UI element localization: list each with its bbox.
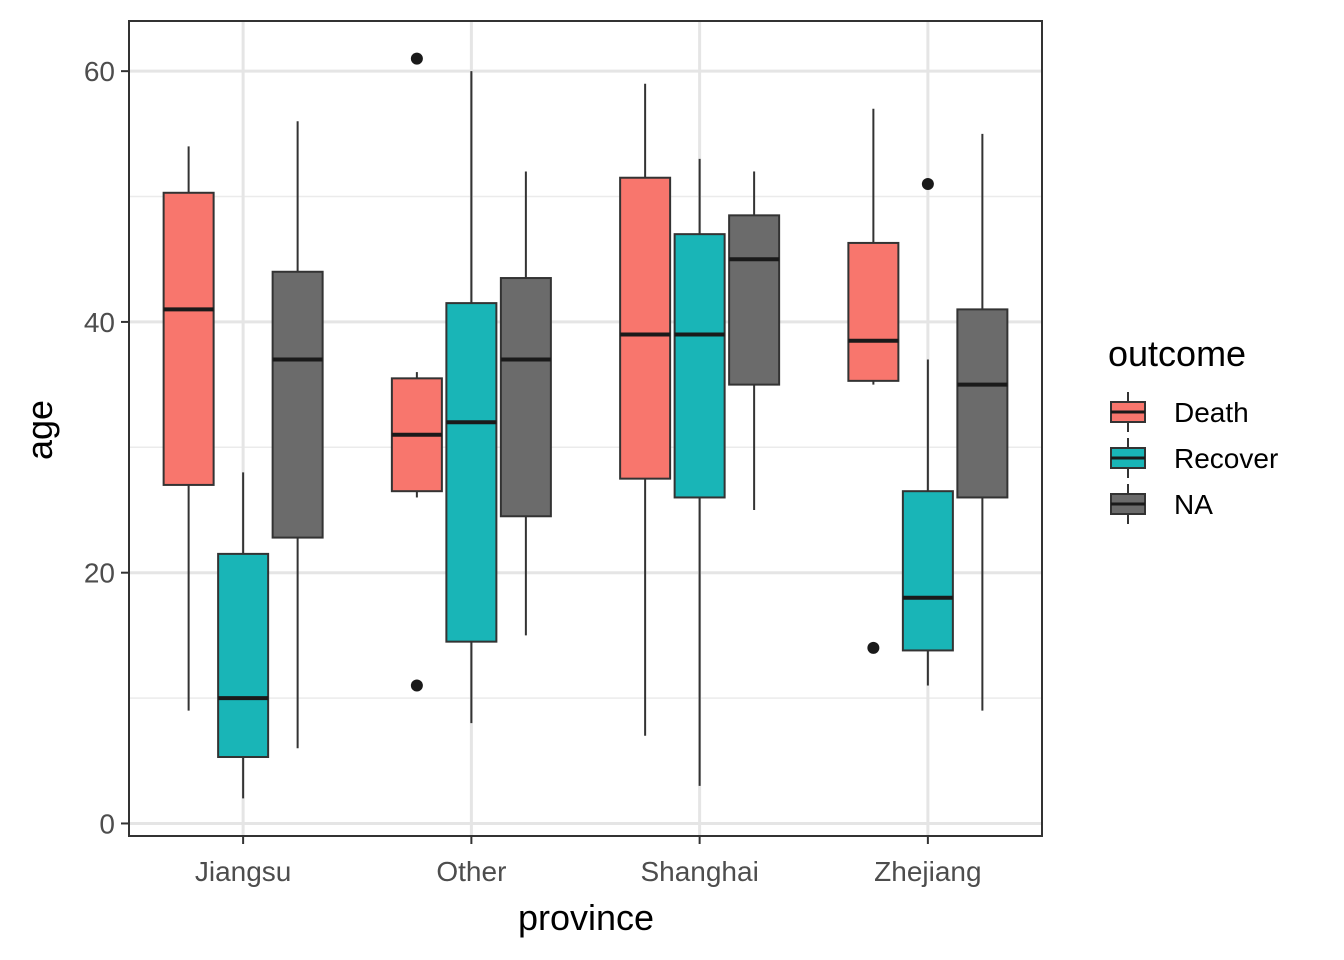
box-death-jiangsu [162, 146, 215, 711]
x-tick-label: Shanghai [640, 856, 758, 887]
box-layer [162, 52, 1009, 799]
box-iqr [445, 302, 498, 643]
box-iqr [499, 277, 552, 518]
box-na-zhejiang [956, 133, 1009, 711]
box-death-shanghai [619, 83, 672, 736]
x-tick-label: Zhejiang [874, 856, 981, 887]
box-recover-shanghai [673, 158, 726, 786]
legend-label: NA [1174, 489, 1213, 520]
outlier-point [410, 679, 423, 692]
box-death-zhejiang [847, 108, 900, 654]
box-iqr [847, 241, 900, 382]
box-iqr [217, 552, 270, 759]
legend-key-recover: Recover [1110, 438, 1278, 478]
x-axis-title: province [518, 897, 654, 938]
legend-key-na: NA [1110, 484, 1213, 524]
y-axis-title: age [19, 400, 60, 460]
box-death-other [390, 52, 443, 692]
x-tick-label: Jiangsu [195, 856, 292, 887]
outlier-point [410, 52, 423, 65]
box-iqr [271, 270, 324, 539]
outlier-point [867, 641, 880, 654]
legend: outcome Death Recover NA [1108, 333, 1278, 524]
axes: 0 20 40 60 Jiangsu Other Shanghai Zhejiang [84, 56, 982, 887]
legend-label: Death [1174, 397, 1249, 428]
box-na-jiangsu [271, 121, 324, 749]
legend-key-death: Death [1110, 392, 1249, 432]
box-iqr [956, 308, 1009, 499]
box-recover-jiangsu [217, 472, 270, 799]
y-tick-label: 0 [99, 808, 115, 839]
box-iqr [728, 214, 781, 386]
y-tick-label: 40 [84, 307, 115, 338]
legend-title: outcome [1108, 333, 1246, 374]
y-tick-label: 20 [84, 558, 115, 589]
box-recover-other [445, 71, 498, 724]
outlier-point [921, 178, 934, 190]
box-na-shanghai [728, 171, 781, 510]
legend-label: Recover [1174, 443, 1278, 474]
box-recover-zhejiang [901, 178, 954, 686]
box-iqr [619, 176, 672, 480]
panel-border [128, 20, 1043, 837]
box-iqr [162, 191, 215, 486]
x-tick-label: Other [436, 856, 506, 887]
box-iqr [673, 233, 726, 499]
y-tick-label: 60 [84, 56, 115, 87]
box-iqr [901, 490, 954, 652]
box-na-other [499, 171, 552, 636]
